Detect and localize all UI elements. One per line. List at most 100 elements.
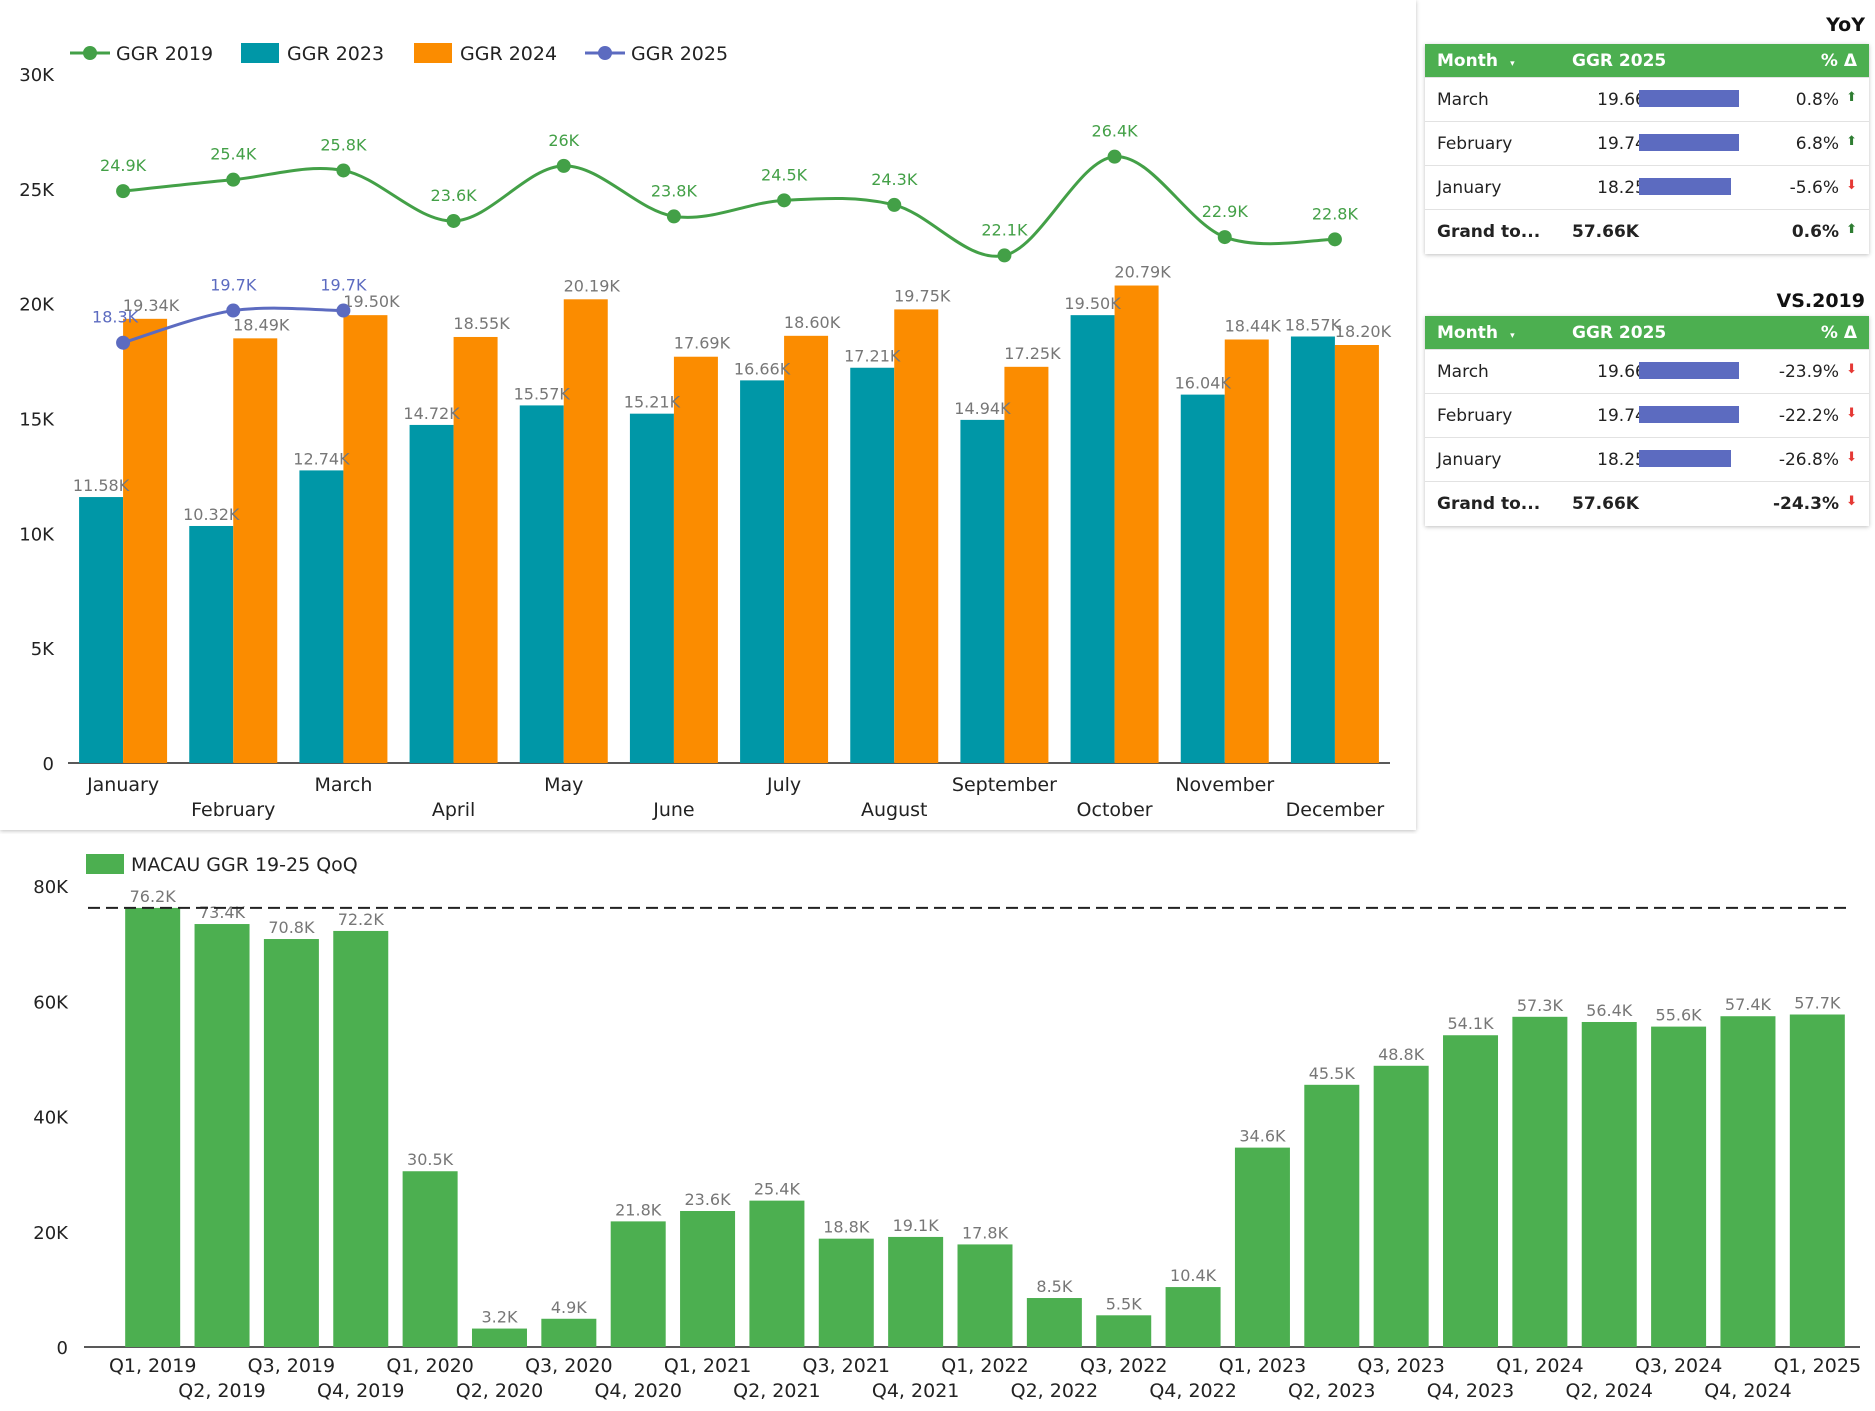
row-month: March <box>1437 90 1489 110</box>
data-label-macau-ggr: 10.4K <box>1170 1266 1217 1285</box>
data-label-ggr-2024: 17.25K <box>1004 344 1061 363</box>
bar-macau-ggr <box>541 1318 597 1347</box>
x-tick-label: Q1, 2021 <box>664 1355 751 1377</box>
point-ggr-2019 <box>116 184 131 199</box>
y-tick-label: 15K <box>19 410 55 431</box>
bar-macau-ggr <box>1096 1315 1152 1347</box>
bar-ggr-2024 <box>453 336 498 763</box>
ggr-column-header[interactable]: GGR 2025 <box>1572 323 1667 343</box>
data-label-ggr-2019: 25.8K <box>320 135 367 154</box>
monthly-ggr-chart: 0 5K 10K 15K 20K 25K 30K 11.58K 19.34K January 10.… <box>19 43 1392 821</box>
data-label-macau-ggr: 45.5K <box>1309 1064 1356 1083</box>
x-tick-label: January <box>86 774 159 796</box>
x-tick-label: July <box>766 774 801 796</box>
data-label-macau-ggr: 57.7K <box>1794 994 1841 1013</box>
ggr-bar <box>1639 406 1739 423</box>
pct-column-header[interactable]: % Δ <box>1820 323 1857 343</box>
ggr-bar <box>1639 134 1739 151</box>
pct-column-header[interactable]: % Δ <box>1820 51 1857 71</box>
point-ggr-2019 <box>226 172 241 187</box>
bar-macau-ggr <box>194 924 250 1347</box>
row-pct: -23.9% <box>1778 362 1839 382</box>
data-label-ggr-2025: 19.7K <box>320 276 367 295</box>
data-label-ggr-2019: 26K <box>548 131 579 150</box>
bar-ggr-2023 <box>850 367 895 763</box>
bar-macau-ggr <box>749 1200 805 1347</box>
x-tick-label: Q4, 2021 <box>872 1380 959 1402</box>
data-label-ggr-2023: 18.57K <box>1285 316 1342 335</box>
legend-box-swatch <box>86 854 124 874</box>
bar-macau-ggr <box>1443 1035 1499 1347</box>
bar-macau-ggr <box>1234 1147 1290 1347</box>
x-tick-label: Q2, 2019 <box>178 1380 265 1402</box>
x-tick-label: Q4, 2024 <box>1704 1380 1791 1402</box>
data-label-macau-ggr: 34.6K <box>1239 1127 1286 1146</box>
bar-macau-ggr <box>402 1171 458 1347</box>
total-ggr: 57.66K <box>1572 494 1639 514</box>
y-tick-label: 0 <box>43 754 54 775</box>
bar-ggr-2023 <box>409 424 454 763</box>
point-ggr-2019 <box>666 209 681 224</box>
table-row[interactable]: January 18.25K -26.8% ⬇ <box>1425 437 1869 481</box>
y-tick-label: 30K <box>19 65 55 86</box>
table-row[interactable]: March 19.66K 0.8% ⬆ <box>1425 77 1869 121</box>
x-tick-label: Q1, 2022 <box>941 1355 1028 1377</box>
bar-macau-ggr <box>1026 1298 1082 1347</box>
data-label-ggr-2019: 23.6K <box>431 186 478 205</box>
month-column-header[interactable]: Month ▾ <box>1437 323 1515 343</box>
ggr-column-header[interactable]: GGR 2025 <box>1572 51 1667 71</box>
point-ggr-2025 <box>116 335 131 350</box>
bar-ggr-2023 <box>299 470 344 763</box>
sort-arrow-icon[interactable]: ▾ <box>1503 59 1515 69</box>
bar-macau-ggr <box>333 930 389 1347</box>
arrow-down-icon: ⬇ <box>1846 450 1857 465</box>
total-pct: -24.3% <box>1772 494 1839 514</box>
x-tick-label: Q2, 2021 <box>733 1380 820 1402</box>
data-label-ggr-2023: 17.21K <box>844 347 901 366</box>
row-month: March <box>1437 362 1489 382</box>
x-tick-label: Q1, 2024 <box>1496 1355 1583 1377</box>
point-ggr-2019 <box>887 197 902 212</box>
data-label-ggr-2023: 11.58K <box>73 476 130 495</box>
x-tick-label: Q1, 2023 <box>1219 1355 1306 1377</box>
x-tick-label: October <box>1077 799 1153 821</box>
bar-ggr-2024 <box>1004 366 1049 763</box>
data-label-ggr-2023: 16.04K <box>1175 374 1232 393</box>
sort-arrow-icon[interactable]: ▾ <box>1503 331 1515 341</box>
data-label-ggr-2023: 15.21K <box>624 393 681 412</box>
x-tick-label: December <box>1286 799 1385 821</box>
point-ggr-2019 <box>777 193 792 208</box>
month-column-header[interactable]: Month ▾ <box>1437 51 1515 71</box>
legend-label: MACAU GGR 19-25 QoQ <box>131 854 358 876</box>
month-header-label: Month <box>1437 51 1498 71</box>
data-label-macau-ggr: 30.5K <box>407 1150 454 1169</box>
data-label-ggr-2024: 19.34K <box>123 296 180 315</box>
data-label-macau-ggr: 4.9K <box>551 1298 587 1317</box>
data-label-macau-ggr: 8.5K <box>1036 1277 1072 1296</box>
x-tick-label: Q2, 2020 <box>456 1380 543 1402</box>
y-tick-label: 80K <box>33 877 69 898</box>
data-label-macau-ggr: 72.2K <box>338 910 385 929</box>
arrow-down-icon: ⬇ <box>1846 406 1857 421</box>
x-tick-label: August <box>861 799 928 821</box>
row-month: February <box>1437 134 1513 154</box>
table-row[interactable]: February 19.74K 6.8% ⬆ <box>1425 121 1869 165</box>
point-ggr-2025 <box>226 303 241 318</box>
table-row[interactable]: February 19.74K -22.2% ⬇ <box>1425 393 1869 437</box>
table-row[interactable]: March 19.66K -23.9% ⬇ <box>1425 349 1869 393</box>
vs-table-header: Month ▾ GGR 2025 % Δ <box>1425 316 1869 349</box>
x-tick-label: Q3, 2024 <box>1635 1355 1722 1377</box>
table-row[interactable]: January 18.25K -5.6% ⬇ <box>1425 165 1869 209</box>
y-tick-label: 20K <box>33 1223 69 1244</box>
bar-macau-ggr <box>1512 1016 1568 1347</box>
data-label-macau-ggr: 48.8K <box>1378 1045 1425 1064</box>
x-tick-label: September <box>952 774 1057 796</box>
x-tick-label: Q3, 2020 <box>525 1355 612 1377</box>
point-ggr-2019 <box>997 248 1012 263</box>
data-label-macau-ggr: 55.6K <box>1656 1006 1703 1025</box>
x-tick-label: Q3, 2023 <box>1357 1355 1444 1377</box>
row-pct: 0.8% <box>1795 90 1839 110</box>
legend-label: GGR 2024 <box>460 43 557 65</box>
arrow-down-icon: ⬇ <box>1846 494 1857 509</box>
data-label-ggr-2025: 19.7K <box>210 276 257 295</box>
